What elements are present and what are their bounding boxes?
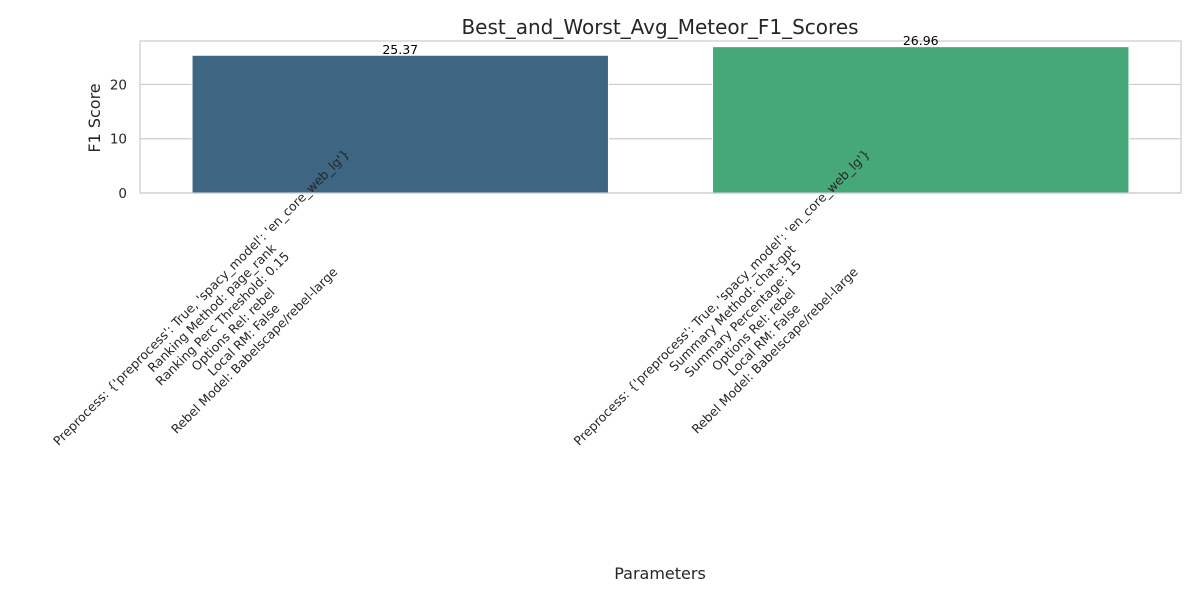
data-label: 26.96: [903, 33, 939, 48]
x-axis-label: Parameters: [614, 564, 706, 583]
chart-title: Best_and_Worst_Avg_Meteor_F1_Scores: [461, 15, 858, 39]
bar: [712, 46, 1130, 194]
y-tick-label: 0: [118, 186, 127, 202]
data-label: 25.37: [382, 42, 418, 57]
y-tick-label: 20: [110, 77, 127, 93]
plot-frame: [139, 40, 1182, 194]
bar: [191, 54, 609, 194]
y-tick-label: 10: [110, 132, 127, 148]
y-axis-label: F1 Score: [85, 83, 104, 152]
y-tick-labels: 0 10 20: [110, 77, 127, 202]
bars: [191, 46, 1130, 194]
data-labels: 25.37 26.96: [382, 33, 938, 57]
